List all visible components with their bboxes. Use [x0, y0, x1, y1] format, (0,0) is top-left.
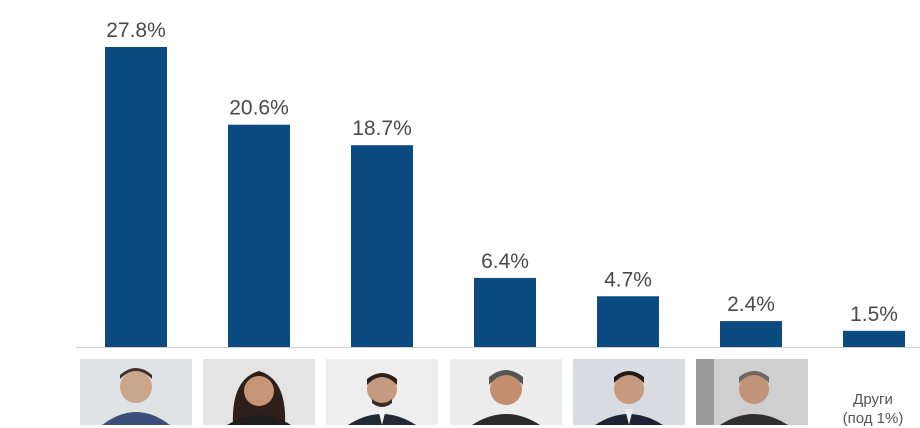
bar-6	[720, 321, 782, 347]
person-photo-icon	[696, 359, 808, 425]
value-label-7: 1.5%	[850, 303, 898, 326]
bar-7	[843, 330, 905, 347]
bar-2	[228, 124, 290, 347]
person-photo-icon	[203, 359, 315, 425]
bar-1	[105, 47, 167, 347]
others-category-label: Други (под 1%)	[826, 390, 920, 428]
person-photo-icon	[326, 359, 438, 425]
candidate-photo-4	[450, 359, 562, 425]
person-photo-icon	[573, 359, 685, 425]
value-label-5: 4.7%	[604, 268, 652, 291]
value-label-1: 27.8%	[106, 19, 166, 42]
candidate-photo-1	[80, 359, 192, 425]
bar-3	[351, 145, 413, 347]
candidate-photo-6	[696, 359, 808, 425]
others-label-line1: Други	[853, 391, 893, 408]
candidate-photo-2	[203, 359, 315, 425]
value-label-3: 18.7%	[352, 117, 412, 140]
person-photo-icon	[450, 359, 562, 425]
others-label-line2: (под 1%)	[842, 410, 904, 427]
candidate-photo-3	[326, 359, 438, 425]
bar-5	[597, 296, 659, 347]
bar-4	[474, 277, 536, 347]
candidate-photo-5	[573, 359, 685, 425]
value-label-4: 6.4%	[481, 250, 529, 273]
person-photo-icon	[80, 359, 192, 425]
value-label-6: 2.4%	[727, 293, 775, 316]
value-label-2: 20.6%	[229, 97, 289, 120]
